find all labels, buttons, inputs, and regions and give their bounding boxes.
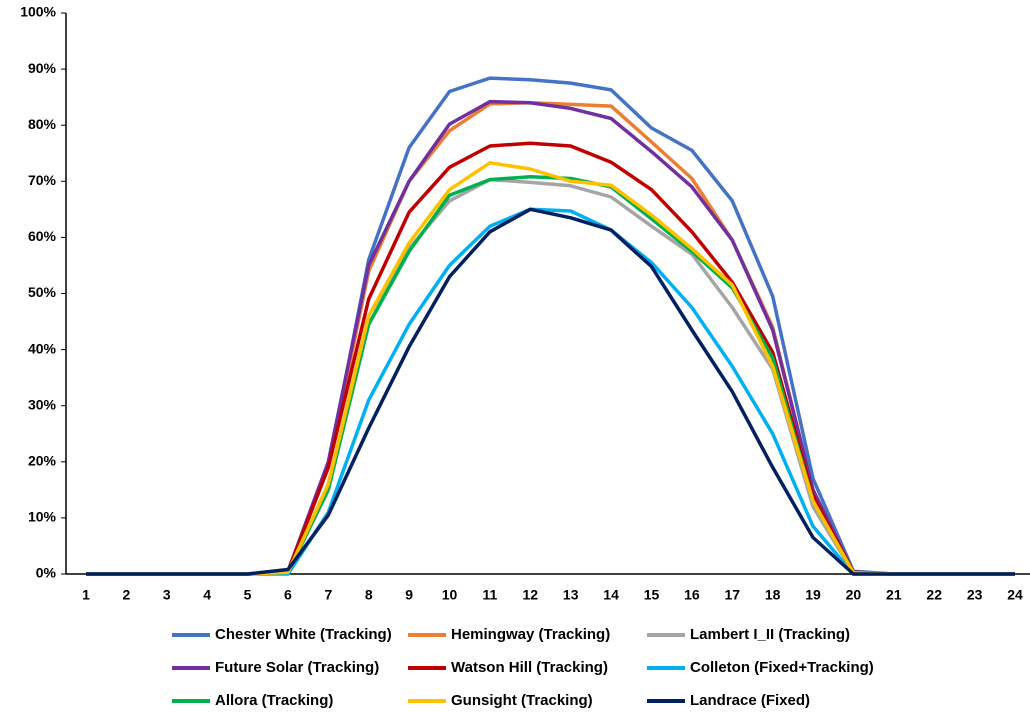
x-tick-label: 20 xyxy=(846,587,862,603)
series-line xyxy=(86,207,1015,576)
x-tick-label: 19 xyxy=(805,587,821,603)
legend-label: Hemingway (Tracking) xyxy=(451,626,610,643)
x-tick-label: 12 xyxy=(523,587,539,603)
x-tick-label: 3 xyxy=(163,587,171,603)
legend-label: Chester White (Tracking) xyxy=(215,626,392,643)
y-tick-label: 70% xyxy=(28,172,57,188)
x-tick-label: 18 xyxy=(765,587,781,603)
x-tick-label: 16 xyxy=(684,587,700,603)
y-tick-label: 20% xyxy=(28,453,57,469)
legend-label: Watson Hill (Tracking) xyxy=(451,659,608,676)
y-tick-label: 30% xyxy=(28,396,57,412)
x-tick-label: 4 xyxy=(203,587,211,603)
legend-label: Gunsight (Tracking) xyxy=(451,692,593,709)
series-line xyxy=(86,161,1015,576)
y-tick-label: 50% xyxy=(28,284,57,300)
legend-label: Allora (Tracking) xyxy=(215,692,333,709)
series-line xyxy=(86,207,1015,576)
x-tick-label: 6 xyxy=(284,587,292,603)
legend-label: Future Solar (Tracking) xyxy=(215,659,379,676)
x-tick-label: 24 xyxy=(1007,587,1023,603)
x-tick-label: 2 xyxy=(122,587,130,603)
y-tick-label: 0% xyxy=(36,565,57,581)
y-tick-label: 80% xyxy=(28,116,57,132)
y-tick-label: 60% xyxy=(28,228,57,244)
x-tick-label: 10 xyxy=(442,587,458,603)
x-tick-label: 1 xyxy=(82,587,90,603)
series-line xyxy=(86,141,1015,576)
x-tick-label: 13 xyxy=(563,587,579,603)
x-tick-label: 21 xyxy=(886,587,902,603)
x-tick-label: 15 xyxy=(644,587,660,603)
x-tick-label: 22 xyxy=(926,587,942,603)
y-tick-label: 100% xyxy=(20,4,56,20)
legend-label: Colleton (Fixed+Tracking) xyxy=(690,659,874,676)
x-tick-label: 17 xyxy=(724,587,740,603)
x-tick-label: 5 xyxy=(244,587,252,603)
x-tick-label: 9 xyxy=(405,587,413,603)
x-tick-label: 7 xyxy=(324,587,332,603)
series-line xyxy=(86,99,1015,576)
legend-label: Lambert I_II (Tracking) xyxy=(690,626,850,643)
x-tick-label: 8 xyxy=(365,587,373,603)
series-line xyxy=(86,177,1015,576)
y-tick-label: 10% xyxy=(28,509,57,525)
series-line xyxy=(86,76,1015,576)
x-tick-label: 11 xyxy=(483,587,498,603)
x-tick-label: 23 xyxy=(967,587,983,603)
legend-label: Landrace (Fixed) xyxy=(690,692,810,709)
y-tick-label: 40% xyxy=(28,340,57,356)
series-line xyxy=(86,175,1015,576)
x-tick-label: 14 xyxy=(603,587,619,603)
y-tick-label: 90% xyxy=(28,60,57,76)
